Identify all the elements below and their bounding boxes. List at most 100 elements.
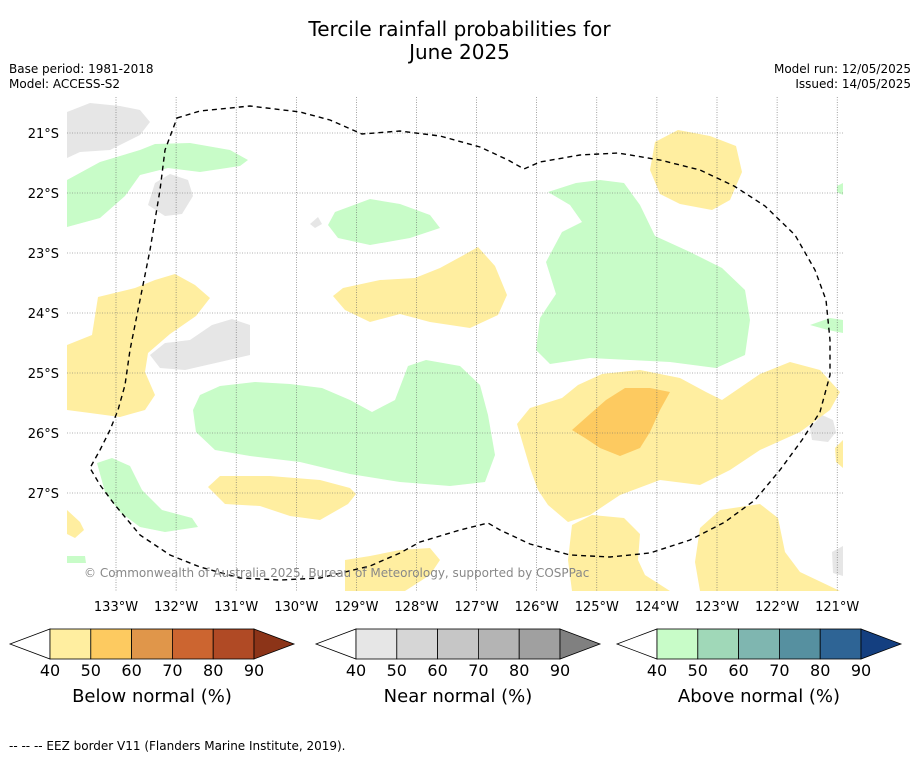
above-normal-label: Above normal (%) — [677, 686, 841, 707]
colorbar-tick-label: 90 — [244, 661, 264, 680]
colorbar-tick-label: 70 — [468, 661, 488, 680]
meta-right: Model run: 12/05/2025 Issued: 14/05/2025 — [774, 62, 911, 92]
above-normal-region — [193, 360, 495, 486]
above-normal-region — [536, 180, 750, 368]
near-normal-region — [150, 319, 250, 370]
colorbar-tick-label: 40 — [647, 661, 667, 680]
colorbar-segment — [49, 628, 92, 660]
longitude-label: 124°W — [635, 600, 679, 615]
colorbar-segment — [90, 628, 133, 660]
below-normal-region — [650, 130, 742, 210]
colorbar-tick-label: 60 — [427, 661, 447, 680]
colorbar-tick-label: 40 — [346, 661, 366, 680]
above-normal-region — [67, 556, 86, 563]
eez-footnote: -- -- -- EEZ border V11 (Flanders Marine… — [9, 739, 346, 753]
near-normal-region — [832, 546, 843, 576]
colorbars: 40 50 60 70 80 90 40 50 60 70 80 90 40 50 60 70 80 90 — [8, 628, 903, 680]
eez-border — [89, 105, 831, 581]
colorbar-tick-label: 90 — [550, 661, 570, 680]
below-normal-region — [695, 504, 840, 591]
longitude-label: 133°W — [94, 600, 138, 615]
latitude-label: 24°S — [28, 307, 59, 322]
near-normal-region — [810, 415, 836, 442]
below-normal-region — [333, 247, 507, 328]
colorbar-tick-label: 70 — [769, 661, 789, 680]
colorbar-tick-label: 50 — [81, 661, 101, 680]
colorbar-segment — [656, 628, 699, 660]
colorbar-segment — [437, 628, 479, 660]
longitude-label: 123°W — [695, 600, 739, 615]
near-normal-region — [148, 174, 193, 216]
colorbar-segment — [518, 628, 561, 660]
longitude-label: 130°W — [274, 600, 318, 615]
probability-shading — [67, 103, 843, 591]
above-normal-region — [97, 458, 198, 532]
below-normal-label: Below normal (%) — [72, 686, 232, 707]
latitude-label: 26°S — [28, 427, 59, 442]
model-name: Model: ACCESS-S2 — [9, 77, 121, 91]
colorbar-extend-low — [8, 628, 51, 660]
longitude-label: 132°W — [154, 600, 198, 615]
near-normal-label: Near normal (%) — [383, 686, 533, 707]
colorbar-segment — [396, 628, 438, 660]
latitude-labels: 21°S 22°S 23°S 24°S 25°S 26°S 27°S — [28, 127, 59, 502]
below-normal-core-region — [572, 388, 670, 456]
colorbar-segment — [212, 628, 255, 660]
colorbar-extend-low — [615, 628, 658, 660]
title-line-1: Tercile rainfall probabilities for — [308, 17, 611, 41]
above-normal-region — [328, 199, 440, 245]
above-normal-region — [810, 318, 843, 333]
colorbar-extend-high — [253, 628, 296, 660]
colorbar-tick-label: 90 — [851, 661, 871, 680]
base-period: Base period: 1981-2018 — [9, 62, 154, 76]
colorbar-segment — [779, 628, 821, 660]
longitude-label: 125°W — [575, 600, 619, 615]
colorbar-tick-label: 80 — [810, 661, 830, 680]
colorbar-extend-high — [559, 628, 602, 660]
colorbar-segment — [355, 628, 398, 660]
latitude-label: 22°S — [28, 187, 59, 202]
copyright-notice: © Commonwealth of Australia 2025, Bureau… — [84, 566, 589, 580]
below-normal-region — [67, 274, 210, 417]
colorbar-segment — [697, 628, 739, 660]
below-normal-region — [67, 510, 84, 538]
latitude-label: 21°S — [28, 127, 59, 142]
colorbar-extend-high — [860, 628, 903, 660]
above-normal-colorbar: 40 50 60 70 80 90 — [615, 628, 903, 680]
above-normal-region — [67, 143, 248, 227]
near-normal-colorbar: 40 50 60 70 80 90 — [314, 628, 602, 680]
latitude-label: 25°S — [28, 367, 59, 382]
below-normal-region — [568, 515, 670, 591]
colorbar-tick-label: 50 — [688, 661, 708, 680]
graticule — [67, 97, 843, 591]
below-normal-colorbar: 40 50 60 70 80 90 — [8, 628, 296, 680]
latitude-label: 27°S — [28, 487, 59, 502]
colorbar-tick-label: 50 — [387, 661, 407, 680]
issued-date: Issued: 14/05/2025 — [795, 77, 911, 91]
near-normal-region — [310, 217, 322, 228]
colorbar-tick-label: 60 — [728, 661, 748, 680]
near-normal-region — [67, 103, 150, 158]
longitude-label: 121°W — [815, 600, 859, 615]
below-normal-region — [517, 362, 840, 522]
below-normal-region — [835, 440, 843, 468]
colorbar-segment — [819, 628, 862, 660]
colorbar-tick-label: 40 — [40, 661, 60, 680]
longitude-label: 126°W — [515, 600, 559, 615]
above-normal-region — [837, 183, 843, 195]
colorbar-segment — [131, 628, 173, 660]
longitude-label: 127°W — [455, 600, 499, 615]
meta-left: Base period: 1981-2018 Model: ACCESS-S2 — [9, 62, 154, 92]
longitude-labels: 133°W 132°W 131°W 130°W 129°W 128°W 127°W 126°W… — [94, 600, 860, 615]
longitude-label: 128°W — [394, 600, 438, 615]
longitude-label: 129°W — [334, 600, 378, 615]
colorbar-segment — [738, 628, 780, 660]
colorbar-tick-label: 60 — [121, 661, 141, 680]
latitude-label: 23°S — [28, 247, 59, 262]
model-run: Model run: 12/05/2025 — [773, 62, 911, 76]
longitude-label: 131°W — [214, 600, 258, 615]
colorbar-segment — [477, 628, 520, 660]
colorbar-extend-low — [314, 628, 357, 660]
longitude-label: 122°W — [755, 600, 799, 615]
